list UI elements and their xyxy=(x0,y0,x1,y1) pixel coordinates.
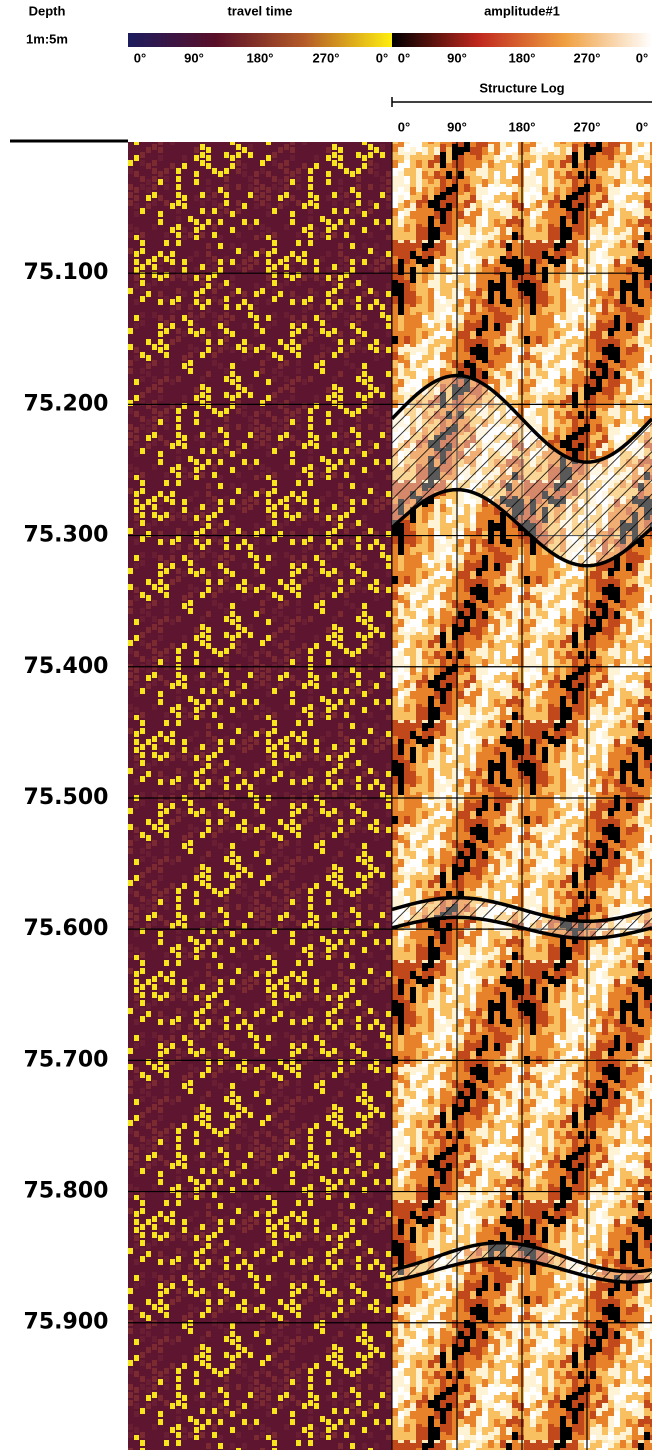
page: {"chart_data": { "type": "borehole-image… xyxy=(0,0,652,1450)
y-tick-label: 75.600 xyxy=(24,916,109,941)
depth-title: Depth xyxy=(29,3,66,18)
log-chart: Depth 1m:5m travel time 0° 90° 180° 270° 0° am… xyxy=(0,0,652,1450)
x-tick-label: 0° xyxy=(398,119,410,134)
x-tick-label: 0° xyxy=(376,50,388,65)
depth-scale: 1m:5m xyxy=(26,31,68,46)
x-tick-label: 0° xyxy=(398,50,410,65)
y-tick-label: 75.900 xyxy=(24,1310,109,1335)
y-tick-label: 75.500 xyxy=(24,785,109,810)
track-title: amplitude#1 xyxy=(484,3,560,18)
y-tick-label: 75.200 xyxy=(24,391,109,416)
colorbar xyxy=(392,33,652,47)
x-tick-label: 0° xyxy=(636,50,648,65)
x-tick-label: 180° xyxy=(509,50,536,65)
x-tick-label: 0° xyxy=(134,50,146,65)
x-tick-label: 270° xyxy=(574,119,601,134)
image-track xyxy=(128,142,392,1450)
y-tick-label: 75.100 xyxy=(24,260,109,285)
track-title: travel time xyxy=(227,3,292,18)
x-tick-label: 90° xyxy=(184,50,204,65)
x-tick-label: 180° xyxy=(509,119,536,134)
structure-log-title: Structure Log xyxy=(479,80,564,95)
y-tick-label: 75.700 xyxy=(24,1047,109,1072)
colorbar xyxy=(128,33,392,47)
x-tick-label: 180° xyxy=(247,50,274,65)
x-tick-label: 90° xyxy=(447,50,467,65)
x-tick-label: 0° xyxy=(636,119,648,134)
y-tick-label: 75.400 xyxy=(24,654,109,679)
x-tick-label: 270° xyxy=(313,50,340,65)
x-tick-label: 90° xyxy=(447,119,467,134)
y-tick-label: 75.300 xyxy=(24,523,109,548)
x-tick-label: 270° xyxy=(574,50,601,65)
y-tick-label: 75.800 xyxy=(24,1179,109,1204)
